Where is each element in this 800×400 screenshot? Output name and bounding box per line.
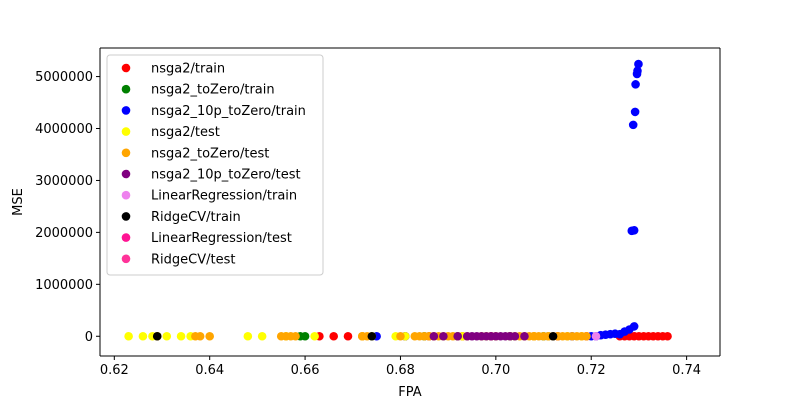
x-tick-label: 0.64 — [195, 363, 224, 378]
data-point-7-2 — [548, 331, 558, 341]
data-point-6-0 — [591, 331, 601, 341]
data-point-2-18 — [631, 80, 640, 89]
legend-box — [106, 54, 324, 276]
y-tick-label: 1000000 — [35, 278, 93, 293]
data-point-5-14 — [520, 331, 529, 341]
legend-marker — [121, 106, 131, 115]
data-point-3-0 — [124, 331, 133, 341]
data-point-3-7 — [243, 331, 253, 341]
data-point-2-13 — [629, 322, 639, 331]
x-axis-label: FPA — [398, 385, 421, 400]
axes-layer — [99, 47, 721, 357]
legend-marker — [121, 233, 131, 242]
data-point-2-20 — [633, 66, 642, 76]
legend-label: RidgeCV/test — [151, 252, 235, 267]
data-point-5-1 — [439, 331, 448, 341]
data-point-5-13 — [510, 331, 520, 341]
data-point-4-10 — [396, 331, 405, 341]
data-point-2-16 — [628, 120, 638, 130]
data-point-0-2 — [343, 331, 353, 341]
data-point-7-1 — [367, 331, 377, 341]
x-ticks: 0.62 0.64 0.66 0.68 0.70 0.72 0.74 — [100, 356, 701, 378]
legend-label: RidgeCV/train — [151, 210, 241, 225]
legend-marker — [121, 254, 131, 264]
legend-marker — [121, 212, 131, 221]
legend-marker — [121, 84, 131, 94]
legend: nsga2/train nsga2_toZero/train nsga2_10p_t… — [106, 54, 324, 276]
data-point-3-4 — [162, 331, 172, 341]
legend-label: nsga2_10p_toZero/train — [151, 104, 306, 119]
y-tick-label: 5000000 — [35, 70, 93, 85]
legend-label: LinearRegression/test — [151, 231, 292, 246]
x-tick-label: 0.68 — [386, 363, 415, 378]
y-tick-label: 3000000 — [35, 174, 93, 189]
data-point-4-3 — [205, 331, 214, 341]
data-point-4-7 — [291, 331, 300, 341]
data-point-2-15 — [629, 226, 639, 235]
data-point-0-1 — [329, 331, 338, 341]
legend-marker — [121, 148, 131, 158]
data-point-2-21 — [634, 59, 643, 69]
x-tick-label: 0.62 — [100, 363, 129, 378]
data-point-3-10 — [310, 331, 319, 341]
data-point-0-21 — [663, 331, 672, 341]
data-point-4-2 — [195, 331, 205, 341]
y-ticks: 0 1000000 2000000 3000000 4000000 5000000 — [35, 70, 100, 345]
legend-label: nsga2_10p_toZero/test — [151, 168, 301, 183]
data-point-3-1 — [138, 331, 148, 341]
y-tick-label: 0 — [85, 330, 93, 345]
data-point-2-17 — [630, 107, 640, 117]
data-point-1-1 — [300, 331, 310, 341]
points-layer — [124, 59, 672, 341]
legend-label: nsga2/test — [151, 125, 220, 140]
legend-label: nsga2_toZero/test — [151, 146, 269, 161]
data-point-5-2 — [453, 331, 462, 341]
y-tick-label: 2000000 — [35, 226, 93, 241]
x-tick-label: 0.72 — [577, 363, 606, 378]
x-tick-label: 0.70 — [481, 363, 510, 378]
legend-label: nsga2_toZero/train — [151, 83, 275, 98]
data-point-3-5 — [176, 331, 186, 341]
data-point-7-0 — [152, 331, 162, 341]
x-tick-label: 0.74 — [672, 363, 701, 378]
legend-marker — [121, 169, 131, 179]
data-point-5-0 — [429, 331, 439, 341]
data-point-3-8 — [257, 331, 267, 341]
legend-label: LinearRegression/train — [151, 189, 297, 204]
x-tick-label: 0.66 — [291, 363, 320, 378]
legend-label: nsga2/train — [151, 62, 225, 77]
y-tick-label: 4000000 — [35, 122, 93, 137]
legend-marker — [121, 127, 131, 136]
data-point-4-38 — [582, 331, 591, 341]
legend-marker — [121, 190, 131, 200]
y-axis-label: MSE — [11, 188, 26, 216]
legend-marker — [121, 63, 131, 73]
